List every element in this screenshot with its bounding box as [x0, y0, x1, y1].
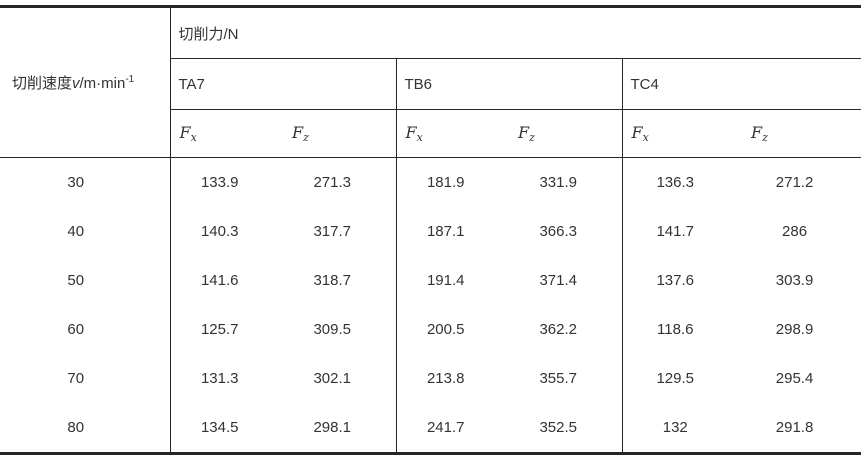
value-cell: 137.6 [656, 272, 695, 289]
value-cell: 141.7 [656, 223, 695, 240]
speed-unit-exponent: -1 [125, 74, 135, 85]
component-header-fz-ta7: Fz [283, 109, 397, 158]
value-cell: 131.3 [200, 370, 239, 387]
value-cell: 298.1 [283, 403, 397, 454]
value-cell: 331.9 [509, 157, 623, 207]
value-cell: 129.5 [656, 370, 695, 387]
value-cell: 191.4 [426, 272, 465, 289]
material-header-tb6: TB6 [396, 58, 623, 110]
value-cell: 133.9 [200, 174, 239, 191]
value-cell: 352.5 [509, 403, 623, 454]
cutting-force-table: 切削速度v/m·min-1 切削力/N TA7 TB6 TC4 Fx Fz Fx… [0, 5, 861, 455]
speed-cell: 70 [0, 354, 171, 403]
speed-unit: /m·min [79, 75, 126, 92]
speed-cell: 80 [0, 403, 171, 454]
material-header-ta7: TA7 [170, 58, 397, 110]
force-header-cell: 切削力/N [170, 6, 861, 59]
table-row: 40 140.3 317.7 187.1 366.3 141.7 286 [0, 207, 861, 256]
table-row: 80 134.5 298.1 241.7 352.5 132 291.8 [0, 403, 861, 454]
speed-cell: 60 [0, 305, 171, 354]
value-cell: 187.1 [426, 223, 465, 240]
value-cell: 291.8 [775, 419, 814, 436]
value-cell: 200.5 [426, 321, 465, 338]
value-cell: 213.8 [426, 370, 465, 387]
header-row-materials: TA7 TB6 TC4 [0, 58, 861, 110]
header-row-force: 切削速度v/m·min-1 切削力/N [0, 6, 861, 158]
value-cell: 140.3 [200, 223, 239, 240]
speed-header-cell: 切削速度v/m·min-1 [0, 6, 171, 158]
value-cell: 371.4 [509, 256, 623, 305]
value-cell: 136.3 [656, 174, 695, 191]
value-cell: 286 [782, 223, 808, 240]
value-cell: 317.7 [283, 207, 397, 256]
value-cell: 318.7 [283, 256, 397, 305]
value-cell: 134.5 [200, 419, 239, 436]
speed-variable: v [72, 75, 80, 92]
value-cell: 125.7 [200, 321, 239, 338]
value-cell: 132 [662, 419, 688, 436]
header-row-components: Fx Fz Fx Fz Fx Fz [0, 109, 861, 158]
value-cell: 366.3 [509, 207, 623, 256]
component-header-fz-tb6: Fz [509, 109, 623, 158]
value-cell: 295.4 [775, 370, 814, 387]
value-cell: 118.6 [657, 321, 694, 338]
component-header-fx-ta7: Fx [170, 109, 283, 158]
value-cell: 181.9 [426, 174, 465, 191]
value-cell: 271.3 [283, 157, 397, 207]
table-row: 30 133.9 271.3 181.9 331.9 136.3 271.2 [0, 157, 861, 207]
material-header-tc4: TC4 [622, 58, 861, 110]
value-cell: 303.9 [775, 272, 814, 289]
value-cell: 355.7 [509, 354, 623, 403]
value-cell: 241.7 [426, 419, 465, 436]
value-cell: 302.1 [283, 354, 397, 403]
value-cell: 362.2 [509, 305, 623, 354]
table-row: 50 141.6 318.7 191.4 371.4 137.6 303.9 [0, 256, 861, 305]
value-cell: 271.2 [775, 174, 814, 191]
table-row: 60 125.7 309.5 200.5 362.2 118.6 298.9 [0, 305, 861, 354]
value-cell: 298.9 [775, 321, 814, 338]
speed-cell: 40 [0, 207, 171, 256]
component-header-fx-tb6: Fx [396, 109, 509, 158]
value-cell: 141.6 [200, 272, 239, 289]
component-header-fx-tc4: Fx [622, 109, 742, 158]
speed-cell: 30 [0, 157, 171, 207]
speed-header-prefix: 切削速度 [12, 75, 73, 92]
component-header-fz-tc4: Fz [742, 109, 861, 158]
table-row: 70 131.3 302.1 213.8 355.7 129.5 295.4 [0, 354, 861, 403]
value-cell: 309.5 [283, 305, 397, 354]
speed-cell: 50 [0, 256, 171, 305]
